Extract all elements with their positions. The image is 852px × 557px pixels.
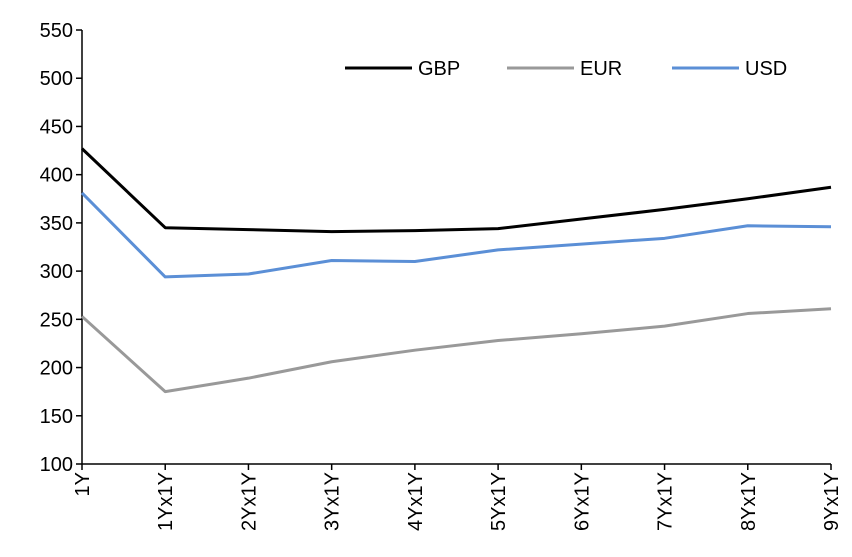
y-tick-label: 200 [40, 358, 73, 380]
y-tick-label: 550 [40, 20, 73, 42]
y-tick-label: 250 [40, 309, 73, 331]
y-tick-label: 100 [40, 454, 73, 476]
x-tick-label: 8Yx1Y [738, 472, 760, 531]
legend-label-usd: USD [745, 58, 787, 80]
y-tick-label: 450 [40, 116, 73, 138]
series-line-usd [80, 191, 832, 279]
x-tick-label: 9Yx1Y [821, 472, 843, 531]
legend-label-gbp: GBP [418, 58, 460, 80]
x-tick-label: 4Yx1Y [405, 472, 427, 531]
y-tick-label: 150 [40, 406, 73, 428]
series-line-gbp [80, 147, 832, 234]
y-tick-label: 350 [40, 213, 73, 235]
series-line-eur [80, 307, 832, 394]
x-tick-label: 3Yx1Y [322, 472, 344, 531]
x-tick-label: 1Yx1Y [155, 472, 177, 531]
x-tick-label: 1Y [72, 472, 94, 496]
y-tick-label: 400 [40, 165, 73, 187]
y-tick-label: 500 [40, 68, 73, 90]
x-tick-label: 7Yx1Y [655, 472, 677, 531]
x-tick-label: 5Yx1Y [488, 472, 510, 531]
y-tick-label: 300 [40, 261, 73, 283]
legend-label-eur: EUR [580, 58, 622, 80]
x-tick-label: 6Yx1Y [571, 472, 593, 531]
x-tick-label: 2Yx1Y [238, 472, 260, 531]
